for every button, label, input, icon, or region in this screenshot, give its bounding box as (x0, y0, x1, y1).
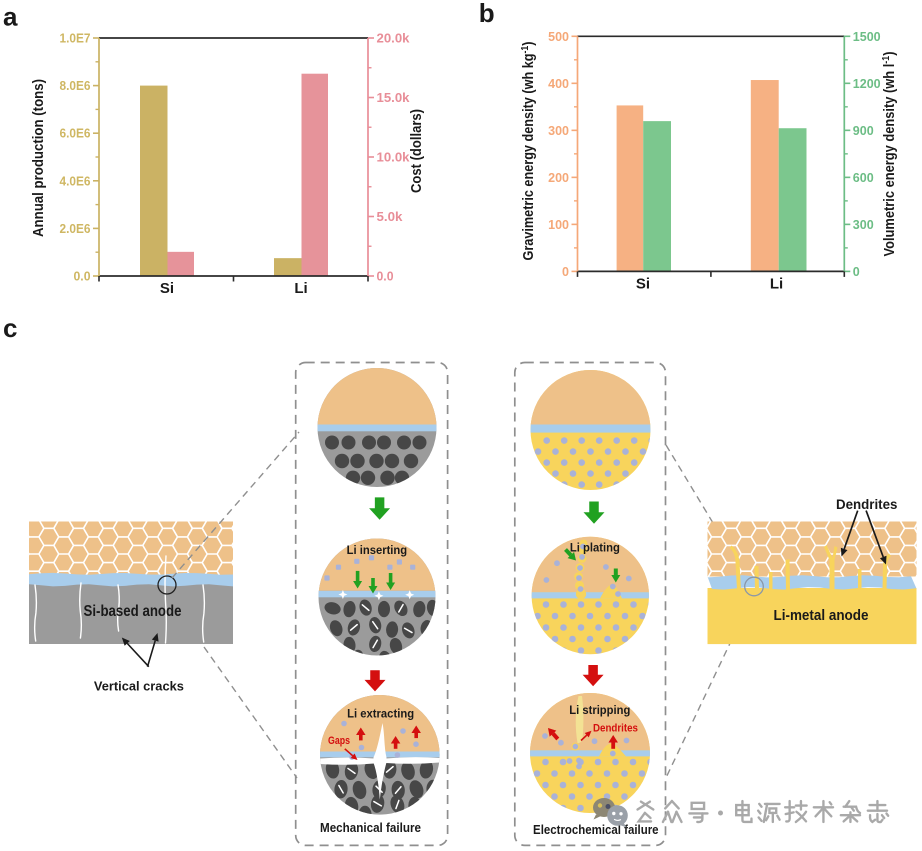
svg-text:Li: Li (770, 276, 783, 293)
svg-text:Li inserting: Li inserting (347, 545, 408, 557)
svg-text:Vertical cracks: Vertical cracks (94, 679, 184, 694)
svg-text:Volumetric energy density (wh: Volumetric energy density (wh l-1) (881, 51, 898, 256)
svg-text:Gaps: Gaps (328, 735, 350, 747)
svg-text:4.0E6: 4.0E6 (60, 174, 91, 188)
svg-text:Li: Li (294, 280, 307, 297)
svg-text:400: 400 (548, 77, 569, 91)
svg-text:c: c (3, 313, 17, 343)
svg-text:Gravimetric energy density (wh: Gravimetric energy density (wh kg-1) (520, 41, 537, 260)
svg-text:Annual production (tons): Annual production (tons) (31, 79, 47, 237)
svg-text:2.0E6: 2.0E6 (60, 222, 91, 236)
svg-text:10.0k: 10.0k (377, 151, 410, 165)
svg-text:Li extracting: Li extracting (347, 707, 414, 721)
svg-text:1200: 1200 (853, 77, 881, 91)
svg-text:6.0E6: 6.0E6 (60, 127, 91, 141)
svg-text:100: 100 (548, 218, 569, 232)
svg-text:Si-based anode: Si-based anode (84, 603, 182, 620)
svg-text:b: b (479, 0, 495, 28)
svg-text:Mechanical failure: Mechanical failure (320, 820, 421, 835)
svg-text:15.0k: 15.0k (377, 91, 410, 105)
svg-text:600: 600 (853, 171, 874, 185)
svg-text:5.0k: 5.0k (377, 210, 403, 224)
svg-text:Cost (dollars): Cost (dollars) (409, 109, 425, 193)
svg-text:8.0E6: 8.0E6 (60, 79, 91, 93)
svg-text:Si: Si (160, 280, 174, 297)
svg-text:200: 200 (548, 171, 569, 185)
svg-text:Dendrites: Dendrites (836, 497, 898, 512)
svg-text:0: 0 (562, 265, 569, 279)
svg-text:Li plating: Li plating (570, 543, 620, 555)
svg-text:Electrochemical failure: Electrochemical failure (533, 822, 659, 837)
svg-text:20.0k: 20.0k (377, 32, 410, 46)
svg-text:1.0E7: 1.0E7 (60, 32, 91, 46)
svg-text:900: 900 (853, 124, 874, 138)
svg-text:Dendrites: Dendrites (593, 722, 638, 734)
svg-text:0.0: 0.0 (74, 270, 91, 284)
svg-text:0.0: 0.0 (377, 270, 394, 284)
svg-text:Si: Si (636, 276, 650, 293)
svg-text:300: 300 (548, 124, 569, 138)
svg-text:300: 300 (853, 218, 874, 232)
svg-text:1500: 1500 (853, 30, 881, 44)
svg-text:0: 0 (853, 265, 860, 279)
svg-text:Li-metal anode: Li-metal anode (774, 607, 869, 624)
svg-text:500: 500 (548, 30, 569, 44)
svg-text:Li stripping: Li stripping (569, 705, 630, 717)
svg-text:a: a (3, 2, 18, 32)
